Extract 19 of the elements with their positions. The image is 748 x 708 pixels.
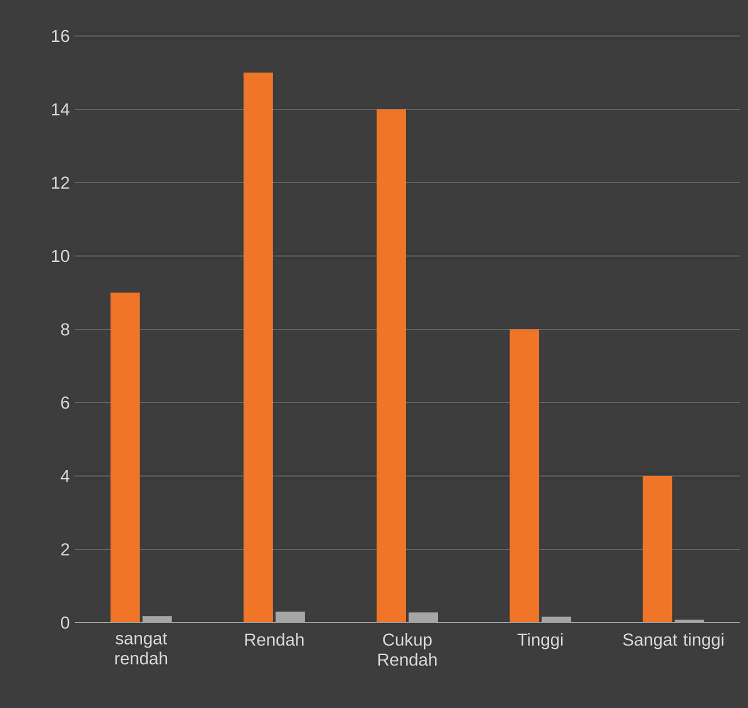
y-tick-label: 4 <box>60 470 70 482</box>
y-tick-label: 10 <box>52 250 70 262</box>
bar <box>642 476 672 623</box>
bar <box>110 292 140 623</box>
bar <box>244 72 273 623</box>
y-tick-label: 0 <box>60 616 70 629</box>
y-tick-label: 12 <box>52 176 70 189</box>
y-tick-label: 2 <box>61 543 70 556</box>
x-tick-label: Sangat tinggi <box>623 633 724 650</box>
x-tick-label: Rendah <box>245 633 304 646</box>
y-tick-label: 6 <box>61 396 70 409</box>
y-tick-label: 8 <box>61 323 70 336</box>
x-tick-label: sangat rendah <box>115 633 168 664</box>
bar <box>376 109 406 623</box>
y-tick-label: 16 <box>52 30 70 42</box>
y-tick-label: 14 <box>52 103 70 116</box>
bar <box>510 329 540 623</box>
x-tick-label: Cukup Rendah <box>378 633 437 666</box>
x-tick-label: Tinggi <box>518 633 563 650</box>
